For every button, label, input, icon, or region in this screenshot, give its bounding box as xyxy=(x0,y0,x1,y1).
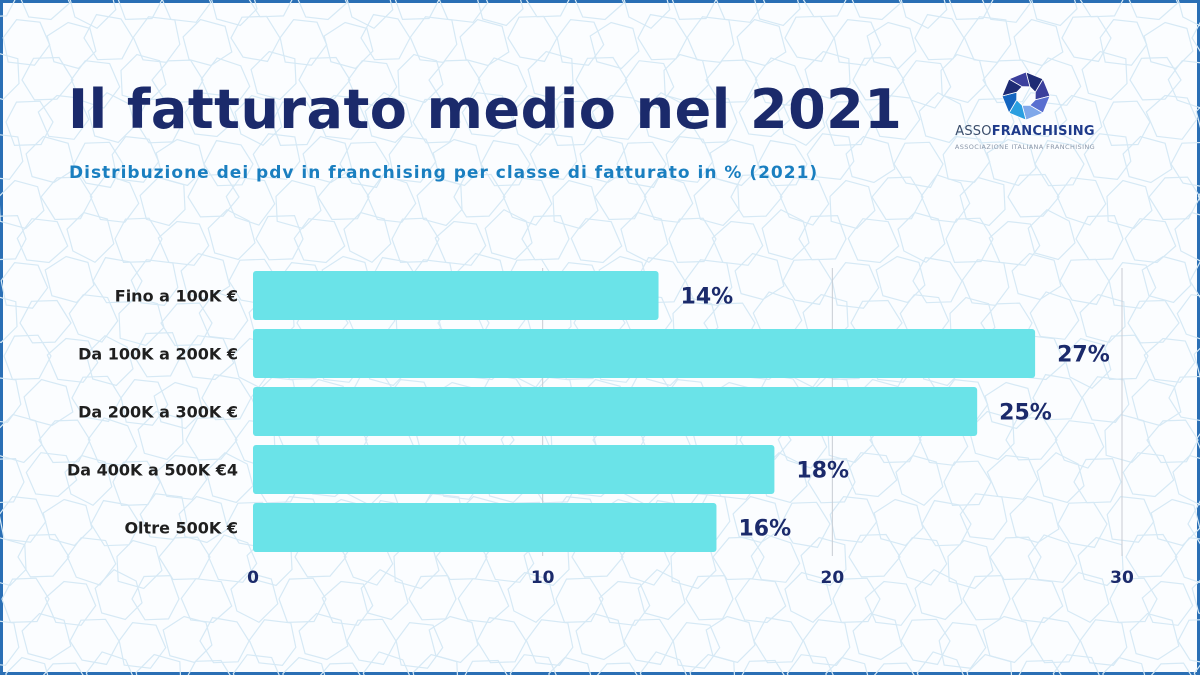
bar xyxy=(253,445,775,494)
value-label: 25% xyxy=(999,401,1052,426)
bar xyxy=(253,503,717,552)
category-label: Da 400K a 500K €4 xyxy=(67,461,238,480)
value-label: 14% xyxy=(681,285,734,310)
logo-name-light: ASSO xyxy=(955,124,992,139)
assofranchising-logo: ASSOFRANCHISING ASSOCIAZIONE ITALIANA FR… xyxy=(940,66,1110,158)
value-label: 27% xyxy=(1057,343,1110,368)
bar xyxy=(253,387,978,436)
octagon-aperture-icon xyxy=(1001,71,1051,121)
category-label: Da 100K a 200K € xyxy=(78,345,238,364)
category-label: Oltre 500K € xyxy=(124,519,238,538)
logo-name-bold: FRANCHISING xyxy=(991,124,1095,139)
category-label: Fino a 100K € xyxy=(115,287,238,306)
page-subtitle: Distribuzione dei pdv in franchising per… xyxy=(69,163,819,183)
page-title: Il fatturato medio nel 2021 xyxy=(68,78,903,141)
bar xyxy=(253,329,1036,378)
x-tick-label: 30 xyxy=(1110,568,1134,588)
x-tick-label: 10 xyxy=(531,568,555,588)
x-tick-label: 20 xyxy=(820,568,844,588)
bar xyxy=(253,271,659,320)
value-label: 16% xyxy=(738,517,791,542)
logo-mark-segment xyxy=(1008,71,1031,88)
logo-name: ASSOFRANCHISING xyxy=(940,124,1110,139)
category-label: Da 200K a 300K € xyxy=(78,403,238,422)
value-label: 18% xyxy=(796,459,849,484)
x-tick-label: 0 xyxy=(247,568,259,588)
logo-tagline: ASSOCIAZIONE ITALIANA FRANCHISING xyxy=(954,143,1096,151)
